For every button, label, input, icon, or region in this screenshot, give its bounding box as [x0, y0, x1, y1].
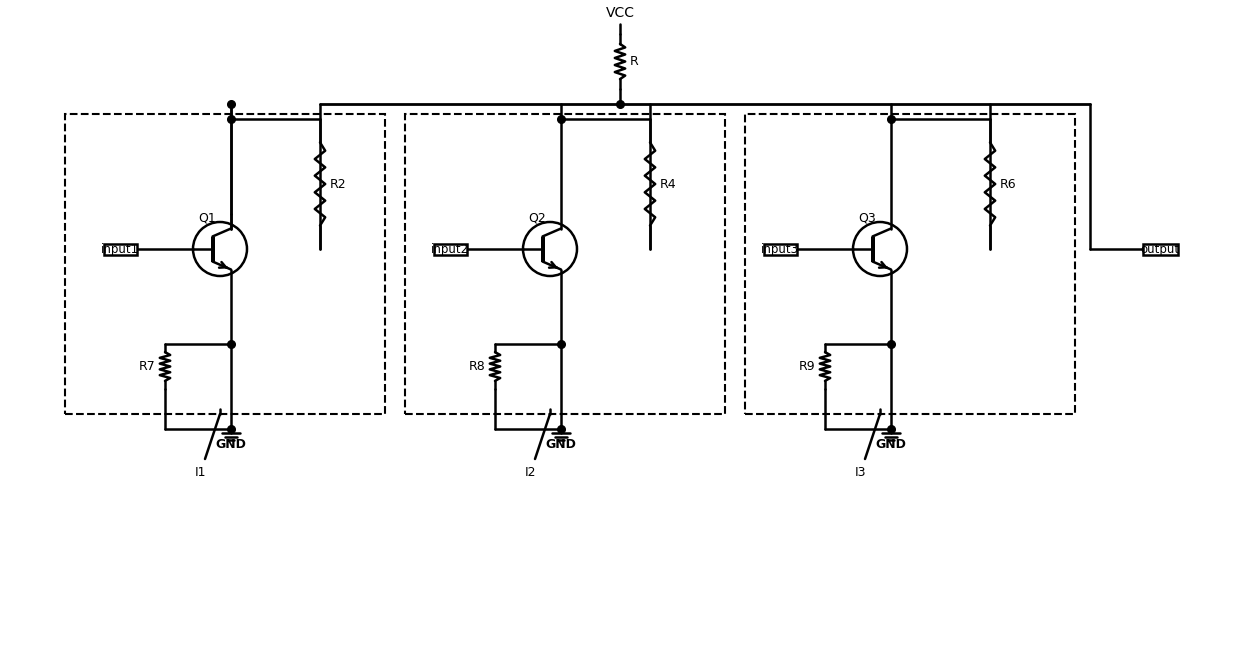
- Bar: [103, 243, 136, 254]
- Text: I1: I1: [195, 466, 206, 479]
- Text: input3: input3: [761, 243, 799, 256]
- Bar: [405, 114, 725, 414]
- Text: Q1: Q1: [198, 211, 216, 224]
- Text: GND: GND: [875, 437, 906, 450]
- Bar: [434, 243, 466, 254]
- Text: I2: I2: [525, 466, 536, 479]
- Bar: [1142, 243, 1178, 254]
- Text: R2: R2: [330, 177, 347, 191]
- Text: R7: R7: [138, 360, 155, 373]
- Text: R9: R9: [799, 360, 815, 373]
- Text: Q3: Q3: [858, 211, 875, 224]
- Text: input1: input1: [100, 243, 139, 256]
- Text: R: R: [630, 55, 639, 68]
- Text: GND: GND: [216, 437, 247, 450]
- Text: I3: I3: [854, 466, 866, 479]
- Text: R6: R6: [999, 177, 1017, 191]
- Text: output: output: [1141, 243, 1179, 256]
- Bar: [764, 243, 796, 254]
- Text: GND: GND: [546, 437, 577, 450]
- Text: input2: input2: [432, 243, 469, 256]
- Text: VCC: VCC: [605, 6, 635, 20]
- Text: R8: R8: [469, 360, 485, 373]
- Text: Q2: Q2: [528, 211, 546, 224]
- Bar: [64, 114, 384, 414]
- Text: R4: R4: [660, 177, 677, 191]
- Bar: [745, 114, 1075, 414]
